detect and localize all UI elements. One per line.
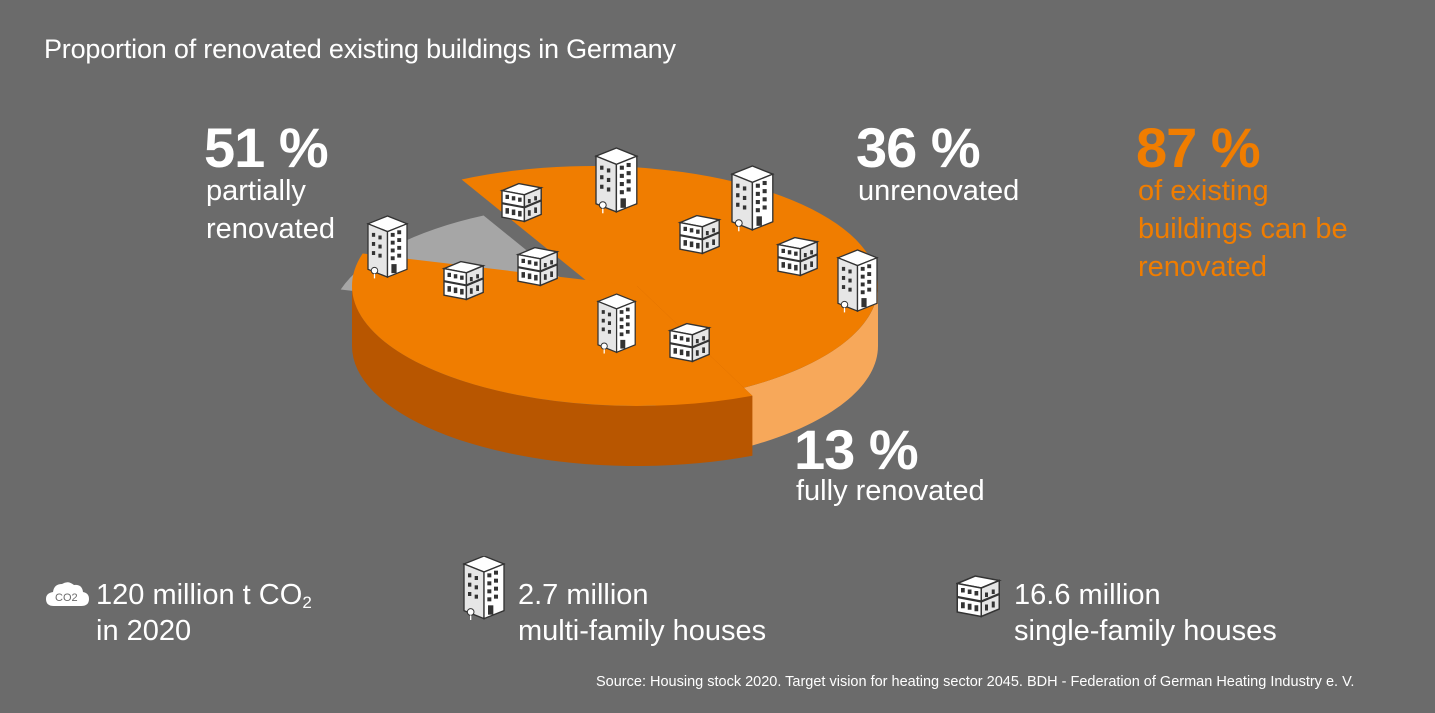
co2-icon-text: CO2 (55, 592, 78, 604)
co2-stat-line1: 120 million t CO2 (96, 577, 312, 613)
co2-stat-line1-text: 120 million t CO (96, 579, 303, 611)
single-family-line2: single-family houses (1014, 615, 1277, 647)
house-icon (500, 182, 543, 223)
co2-stat: 120 million t CO2 in 2020 (96, 577, 312, 649)
slice-side-unrenovated (352, 286, 753, 466)
renovatable-line1: of existing (1138, 175, 1269, 207)
apartment-building-icon (597, 293, 636, 355)
house-icon (956, 574, 1001, 618)
partial-percent: 51 % (204, 116, 329, 179)
apartment-building-icon (463, 556, 505, 620)
chart-title: Proportion of renovated existing buildin… (44, 34, 676, 64)
apartment-building-icon (837, 249, 878, 314)
house-icon (442, 260, 485, 301)
fully-percent: 13 % (794, 418, 919, 481)
multi-family-line1: 2.7 million (518, 579, 649, 611)
renovatable-line3: renovated (1138, 251, 1267, 283)
apartment-building-icon (367, 215, 408, 280)
partial-label-line1: partially (206, 175, 306, 207)
co2-subscript: 2 (302, 593, 312, 612)
multi-family-stat: 2.7 million multi-family houses (518, 577, 766, 649)
unrenovated-label: unrenovated (858, 175, 1020, 207)
source-note: Source: Housing stock 2020. Target visio… (596, 674, 1355, 690)
house-icon (668, 322, 711, 363)
slice-top-partially-renovated (461, 166, 878, 396)
apartment-building-icon (731, 165, 774, 232)
apartment-building-icon (595, 147, 638, 214)
house-icon (678, 214, 721, 255)
single-family-line1: 16.6 million (1014, 579, 1161, 611)
renovatable-label: of existing buildings can be renovated (1138, 172, 1348, 286)
house-icon (776, 236, 819, 277)
unrenovated-percent: 36 % (856, 116, 981, 179)
single-family-stat: 16.6 million single-family houses (1014, 577, 1277, 649)
multi-family-line2: multi-family houses (518, 615, 767, 647)
fully-label: fully renovated (796, 475, 985, 507)
co2-stat-line2: in 2020 (96, 615, 192, 647)
partial-label: partially renovated (206, 172, 335, 248)
renovatable-line2: buildings can be (1138, 213, 1348, 245)
co2-cloud-icon: CO2 (46, 582, 89, 606)
renovatable-percent: 87 % (1136, 116, 1261, 179)
partial-label-line2: renovated (206, 213, 335, 245)
house-icon (516, 246, 559, 287)
